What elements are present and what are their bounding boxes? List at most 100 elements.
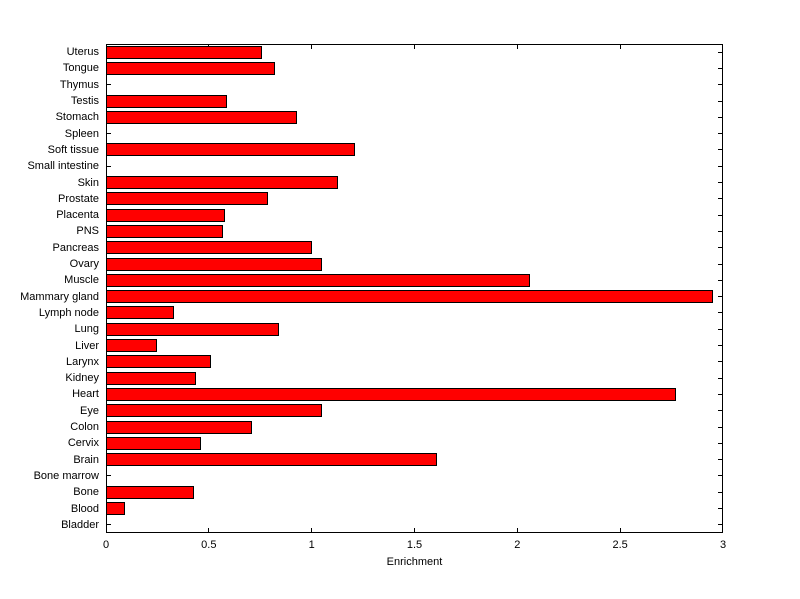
ytick-label-soft-tissue: Soft tissue (47, 143, 99, 156)
ytick-label-larynx: Larynx (65, 355, 99, 368)
y-axis-tick-right-uterus (718, 51, 723, 53)
bar-lung (106, 322, 279, 336)
ytick-label-small-intestine: Small intestine (27, 160, 99, 173)
y-axis-tick-right-ovary (718, 263, 723, 265)
x-axis-tick-bottom-2.5 (619, 528, 621, 533)
x-axis-tick-bottom-1.5 (414, 528, 415, 533)
ytick-label-skin: Skin (77, 176, 99, 189)
y-axis-tick-right-small-intestine (718, 165, 723, 167)
ytick-label-thymus: Thymus (59, 78, 99, 91)
ytick-label-pancreas: Pancreas (52, 241, 99, 254)
plot-box-right-border (722, 44, 723, 533)
x-axis-tick-bottom-0 (106, 528, 107, 533)
ytick-label-brain: Brain (73, 453, 99, 466)
bar-blood (106, 502, 125, 516)
bar-muscle (106, 273, 530, 287)
xtick-label-1.5: 1.5 (406, 539, 423, 551)
bar-pancreas (106, 241, 312, 255)
x-axis-tick-bottom-2 (516, 528, 518, 533)
bar-cervix (106, 436, 201, 450)
y-axis-tick-right-soft-tissue (718, 149, 723, 151)
y-axis-tick-right-cervix (718, 442, 723, 444)
bar-lymph-node (106, 306, 174, 320)
ytick-label-ovary: Ovary (69, 258, 99, 271)
bar-mammary-gland (106, 290, 713, 304)
y-axis-tick-right-skin (718, 182, 723, 184)
xtick-label-2: 2 (514, 539, 521, 551)
ytick-label-blood: Blood (70, 502, 99, 515)
ytick-label-colon: Colon (70, 421, 99, 434)
ytick-label-stomach: Stomach (55, 111, 99, 124)
y-axis-tick-right-blood (718, 508, 723, 510)
bar-tongue (106, 61, 275, 75)
bar-stomach (106, 110, 297, 124)
ytick-label-placenta: Placenta (56, 209, 99, 222)
bar-prostate (106, 192, 268, 206)
ytick-label-prostate: Prostate (58, 192, 99, 205)
ytick-label-cervix: Cervix (67, 437, 99, 450)
bar-eye (106, 404, 322, 418)
bar-liver (106, 339, 157, 353)
ytick-label-liver: Liver (75, 339, 99, 352)
bar-skin (106, 176, 338, 190)
ytick-label-mammary-gland: Mammary gland (20, 290, 99, 303)
y-axis-tick-right-bone-marrow (718, 475, 723, 477)
plot-area (106, 44, 723, 533)
x-axis-title: Enrichment (386, 556, 443, 568)
x-axis-tick-top-1 (311, 44, 313, 49)
y-axis-tick-right-mammary-gland (718, 296, 723, 298)
bar-soft-tissue (106, 143, 355, 157)
bar-kidney (106, 371, 196, 385)
bar-bone (106, 485, 194, 499)
y-axis-tick-left-bladder (106, 524, 111, 526)
ytick-label-bone: Bone (73, 486, 99, 499)
ytick-label-uterus: Uterus (66, 46, 99, 59)
bar-larynx (106, 355, 211, 369)
y-axis-tick-right-muscle (718, 279, 723, 281)
y-axis-tick-left-bone-marrow (106, 475, 111, 477)
x-axis-tick-top-2 (516, 44, 518, 49)
bar-ovary (106, 257, 322, 271)
y-axis-tick-right-heart (718, 393, 723, 395)
bar-brain (106, 453, 437, 467)
bar-testis (106, 94, 227, 108)
bar-placenta (106, 208, 225, 222)
ytick-label-bladder: Bladder (61, 518, 99, 531)
ytick-label-muscle: Muscle (64, 274, 99, 287)
ytick-label-testis: Testis (70, 95, 99, 108)
y-axis-tick-right-lymph-node (718, 312, 723, 314)
y-axis-tick-right-bladder (718, 524, 723, 526)
xtick-label-0.5: 0.5 (201, 539, 217, 551)
y-axis-tick-right-placenta (718, 214, 723, 216)
xtick-label-3: 3 (719, 539, 727, 551)
x-axis-tick-top-1.5 (414, 44, 415, 49)
y-axis-tick-right-tongue (718, 67, 723, 69)
x-axis-tick-top-3 (722, 44, 723, 49)
ytick-label-heart: Heart (72, 388, 99, 401)
y-axis-tick-right-stomach (718, 116, 723, 118)
xtick-label-0: 0 (102, 539, 110, 551)
y-axis-tick-right-liver (718, 345, 723, 347)
ytick-label-lymph-node: Lymph node (38, 306, 99, 319)
bar-colon (106, 420, 252, 434)
bar-pns (106, 224, 223, 238)
x-axis-tick-bottom-3 (722, 528, 723, 533)
y-axis-tick-right-lung (718, 328, 723, 330)
y-axis-tick-left-thymus (106, 84, 111, 86)
y-axis-tick-left-small-intestine (106, 165, 111, 167)
ytick-label-bone-marrow: Bone marrow (33, 469, 99, 482)
y-axis-tick-right-prostate (718, 198, 723, 200)
ytick-label-tongue: Tongue (62, 62, 99, 75)
y-axis-tick-right-pancreas (718, 247, 723, 249)
bar-uterus (106, 45, 262, 59)
xtick-label-2.5: 2.5 (612, 539, 628, 551)
ytick-label-eye: Eye (80, 404, 99, 417)
ytick-label-spleen: Spleen (64, 127, 99, 140)
y-axis-tick-right-brain (718, 459, 723, 461)
x-axis-tick-bottom-0.5 (208, 528, 210, 533)
y-axis-tick-right-bone (718, 491, 723, 493)
y-axis-tick-right-colon (718, 426, 723, 428)
bar-heart (106, 387, 676, 401)
y-axis-line (106, 44, 107, 533)
